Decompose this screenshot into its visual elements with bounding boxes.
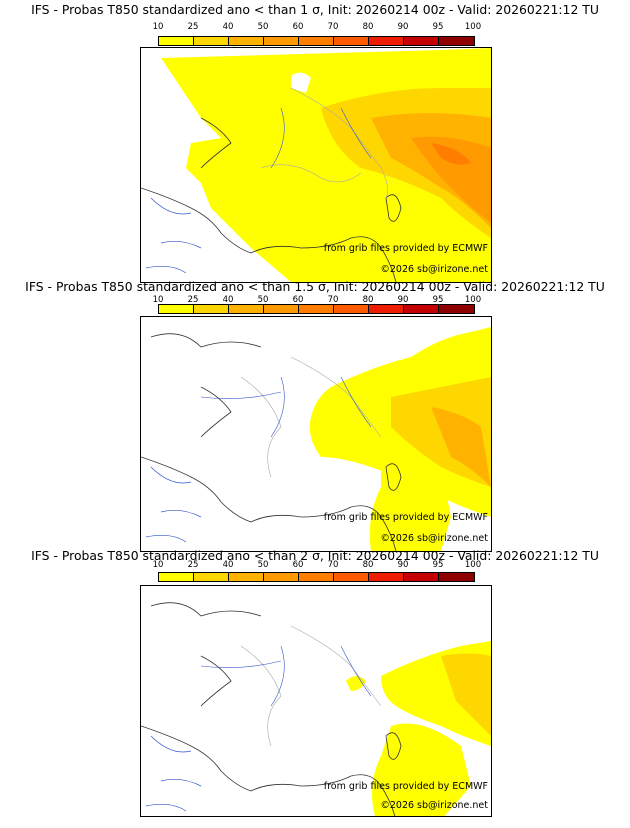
colorbar-tick: 80 [362,22,374,32]
colorbar-tick: 50 [257,560,269,570]
colorbar-tick: 25 [187,295,199,305]
credit-source: from grib files provided by ECMWF [323,781,488,792]
map-graphic [141,602,491,816]
colorbar-segment [369,573,404,581]
colorbar-tick: 40 [222,22,234,32]
colorbar-segment [299,37,334,45]
colorbar-segment [264,305,299,313]
colorbar-tick: 60 [292,295,304,305]
panel-title: IFS - Probas T850 standardized ano < tha… [31,548,599,563]
colorbar-tick: 95 [432,22,444,32]
colorbar-tick: 60 [292,22,304,32]
map-area: from grib files provided by ECMWF ©2026 … [140,316,492,552]
colorbar-segment [264,573,299,581]
colorbar-tick: 25 [187,22,199,32]
colorbar-tick: 100 [464,295,482,305]
colorbar-segment [439,305,474,313]
colorbar-tick: 80 [362,560,374,570]
colorbar-ticks: 10 25 40 50 60 70 80 90 95 100 [0,16,630,32]
colorbar-segment [299,305,334,313]
colorbar-segment [439,37,474,45]
credit-source: from grib files provided by ECMWF [323,512,488,523]
colorbar-tick: 10 [152,22,164,32]
colorbar-segment [404,305,439,313]
colorbar-tick: 70 [327,560,339,570]
credit-copyright: ©2026 sb@irizone.net [380,800,488,811]
colorbar-segment [229,573,264,581]
colorbar-tick: 50 [257,22,269,32]
colorbar-tick: 10 [152,560,164,570]
colorbar-ticks: 10 25 40 50 60 70 80 90 95 100 [0,292,630,305]
credit-source: from grib files provided by ECMWF [323,243,488,254]
colorbar-tick: 95 [432,560,444,570]
colorbar-tick: 90 [397,295,409,305]
colorbar-segment [159,573,194,581]
colorbar-segment [159,37,194,45]
map-panel-3: IFS - Probas T850 standardized ano < tha… [0,548,630,828]
map-area: from grib files provided by ECMWF ©2026 … [140,585,492,817]
colorbar-segment [334,37,369,45]
credit-copyright: ©2026 sb@irizone.net [380,533,488,544]
colorbar-segment [194,573,229,581]
colorbar-tick: 70 [327,22,339,32]
panel-title: IFS - Probas T850 standardized ano < tha… [31,2,599,17]
colorbar-tick: 60 [292,560,304,570]
colorbar-segment [159,305,194,313]
map-area: from grib files provided by ECMWF ©2026 … [140,47,492,283]
colorbar [158,572,475,582]
colorbar [158,304,475,314]
colorbar-tick: 100 [464,560,482,570]
colorbar [158,36,475,46]
colorbar-segment [404,37,439,45]
map-graphic [141,327,491,551]
colorbar-tick: 70 [327,295,339,305]
colorbar-ticks: 10 25 40 50 60 70 80 90 95 100 [0,561,630,571]
colorbar-tick: 80 [362,295,374,305]
colorbar-tick: 10 [152,295,164,305]
colorbar-segment [404,573,439,581]
panel-title: IFS - Probas T850 standardized ano < tha… [25,279,605,294]
colorbar-segment [334,305,369,313]
map-panel-1: IFS - Probas T850 standardized ano < tha… [0,0,630,283]
colorbar-tick: 95 [432,295,444,305]
colorbar-tick: 90 [397,560,409,570]
colorbar-segment [229,37,264,45]
map-panel-2: IFS - Probas T850 standardized ano < tha… [0,276,630,552]
credit-copyright: ©2026 sb@irizone.net [380,264,488,275]
colorbar-segment [334,573,369,581]
colorbar-segment [194,305,229,313]
colorbar-tick: 90 [397,22,409,32]
colorbar-segment [194,37,229,45]
colorbar-tick: 100 [464,22,482,32]
colorbar-tick: 25 [187,560,199,570]
colorbar-segment [264,37,299,45]
colorbar-segment [439,573,474,581]
colorbar-segment [369,305,404,313]
colorbar-tick: 40 [222,560,234,570]
colorbar-segment [299,573,334,581]
map-graphic [141,48,491,282]
colorbar-segment [369,37,404,45]
colorbar-tick: 40 [222,295,234,305]
colorbar-tick: 50 [257,295,269,305]
colorbar-segment [229,305,264,313]
